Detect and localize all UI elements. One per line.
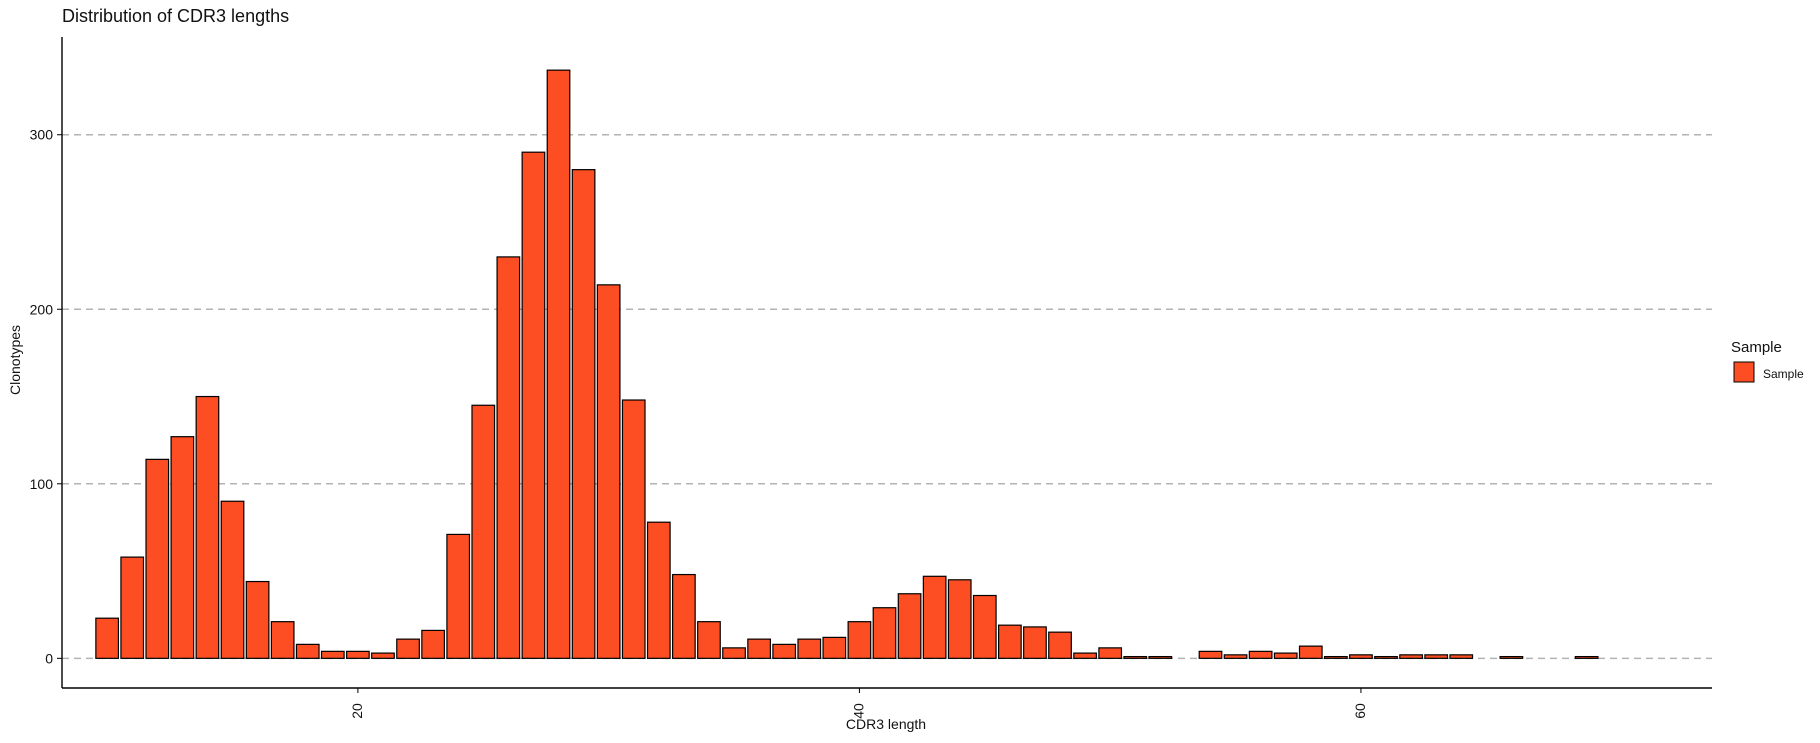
bar-12 [145,458,170,659]
bar-24 [446,533,471,659]
bar-21 [371,652,395,659]
bar-23 [421,629,446,659]
bar-60 [1349,654,1373,659]
bar-66 [1499,655,1524,659]
bar-11 [120,556,145,659]
bar-27 [521,151,546,659]
bar-61 [1374,655,1398,659]
bar-29 [571,169,596,659]
bar-39 [822,636,847,659]
legend-swatch [1733,361,1755,383]
gridlines [62,133,1712,660]
y-tick-label-300: 300 [30,127,54,143]
x-tick-label-20: 20 [349,703,365,719]
bar-44 [947,579,972,659]
bar-56 [1248,650,1273,659]
bar-42 [897,593,922,659]
bar-55 [1223,654,1248,659]
bar-37 [772,643,797,659]
bar-35 [722,647,746,659]
bar-64 [1449,654,1474,659]
bar-57 [1273,652,1298,659]
bar-25 [471,404,496,659]
bar-32 [646,521,671,659]
bar-17 [270,621,295,659]
bar-16 [245,580,270,659]
bar-52 [1148,655,1173,659]
y-axis-label: Clonotypes [7,325,23,395]
bar-50 [1098,647,1123,659]
bar-38 [797,638,822,659]
bar-69 [1574,655,1599,659]
bar-41 [872,607,897,659]
bar-26 [496,256,521,659]
x-tick-label-40: 40 [850,703,866,719]
legend-entry: Sample [1763,367,1804,381]
chart-title: Distribution of CDR3 lengths [62,6,289,26]
y-tick-label-200: 200 [30,301,54,317]
y-tick-label-0: 0 [45,650,53,666]
bar-13 [170,436,195,659]
bar-22 [396,638,420,659]
bar-14 [195,395,220,659]
bar-62 [1399,654,1423,659]
legend: Sample Sample [1731,339,1804,383]
y-tick-label-100: 100 [30,476,54,492]
bar-34 [697,621,721,659]
axes [61,37,1712,689]
bar-10 [95,617,120,659]
x-tick-label-60: 60 [1352,703,1368,719]
x-axis-label: CDR3 length [846,716,926,732]
bar-40 [847,621,872,659]
bar-15 [220,500,245,659]
legend-title: Sample [1731,339,1782,356]
bar-30 [596,284,621,659]
bar-33 [672,573,696,659]
bar-63 [1424,654,1449,659]
bar-49 [1073,652,1097,659]
bar-47 [1023,626,1047,659]
bar-28 [546,69,571,659]
bar-54 [1198,650,1223,659]
bar-59 [1323,655,1348,659]
bar-31 [621,399,646,659]
bar-19 [320,650,345,659]
ticks: 0 100 200 300 20 40 60 [30,127,1368,719]
bar-20 [346,650,370,659]
bar-46 [997,624,1022,659]
bar-36 [747,638,771,659]
bars [95,69,1599,659]
bar-51 [1123,655,1148,659]
bar-18 [295,643,320,659]
bar-48 [1048,631,1072,659]
bar-45 [972,594,997,659]
bar-58 [1298,645,1323,659]
bar-43 [922,575,947,659]
